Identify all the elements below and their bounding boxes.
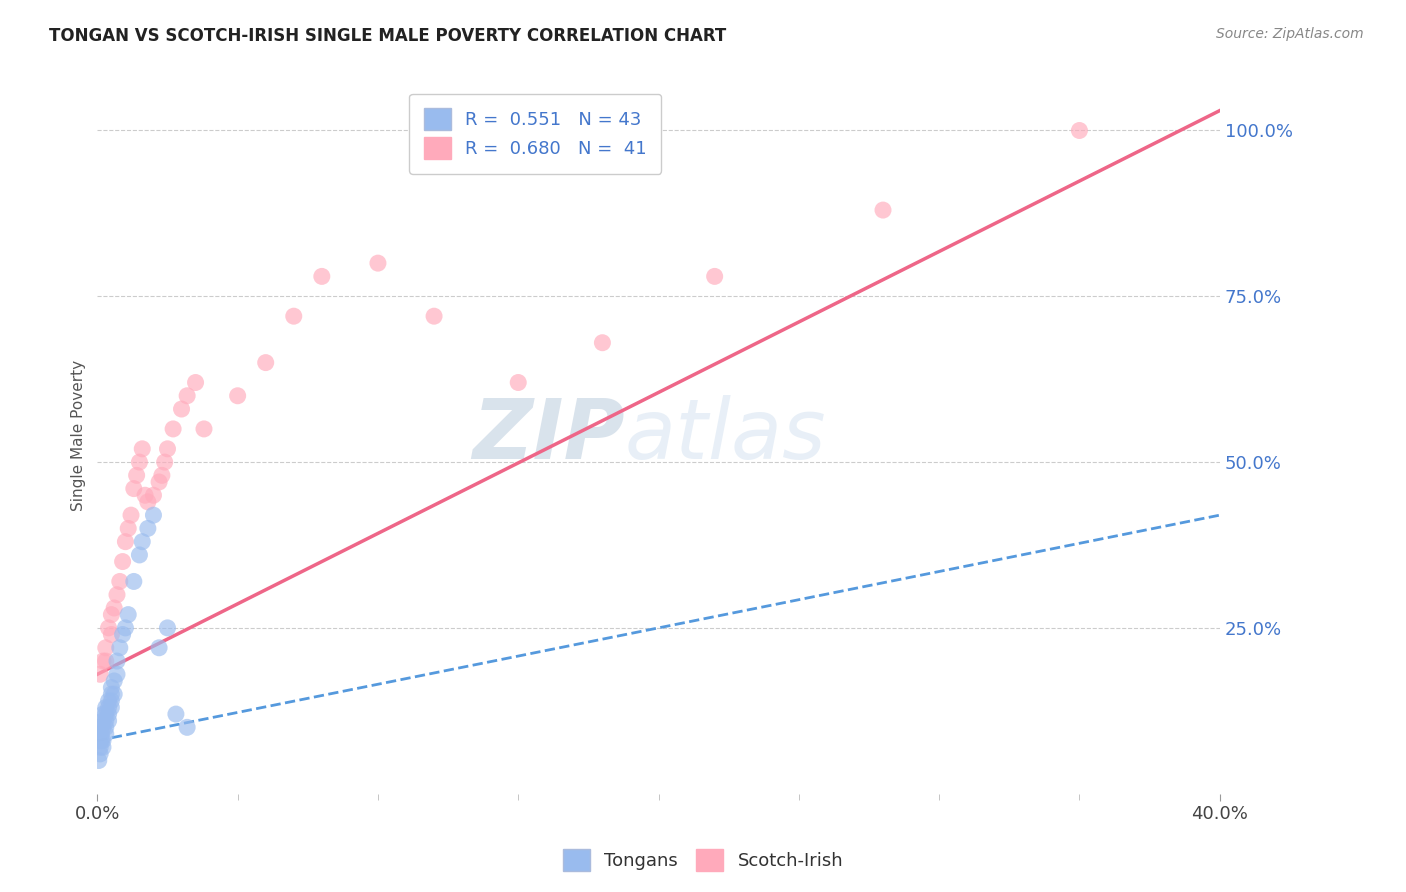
Point: [703, 269, 725, 284]
Point: [105, 588, 128, 602]
Point: [128, 548, 150, 562]
Point: [94, 727, 117, 741]
Point: [193, 422, 215, 436]
Point: [283, 309, 305, 323]
Point: [90, 727, 112, 741]
Point: [153, 455, 176, 469]
Point: [100, 700, 122, 714]
Point: [100, 694, 122, 708]
Point: [91, 707, 114, 722]
Point: [184, 376, 207, 390]
Point: [142, 508, 165, 523]
Point: [103, 601, 125, 615]
Point: [122, 482, 145, 496]
Point: [97, 714, 120, 728]
Point: [89, 667, 111, 681]
Point: [165, 707, 187, 722]
Point: [114, 621, 136, 635]
Point: [94, 720, 117, 734]
Point: [100, 627, 122, 641]
Text: ZIP: ZIP: [472, 395, 624, 476]
Point: [226, 389, 249, 403]
Legend: R =  0.551   N = 43, R =  0.680   N =  41: R = 0.551 N = 43, R = 0.680 N = 41: [409, 94, 661, 174]
Point: [94, 714, 117, 728]
Point: [254, 356, 277, 370]
Point: [91, 733, 114, 747]
Point: [90, 733, 112, 747]
Point: [94, 640, 117, 655]
Point: [91, 720, 114, 734]
Point: [591, 335, 613, 350]
Y-axis label: Single Male Poverty: Single Male Poverty: [72, 360, 86, 511]
Text: Source: ZipAtlas.com: Source: ZipAtlas.com: [1216, 27, 1364, 41]
Point: [97, 707, 120, 722]
Text: TONGAN VS SCOTCH-IRISH SINGLE MALE POVERTY CORRELATION CHART: TONGAN VS SCOTCH-IRISH SINGLE MALE POVER…: [49, 27, 727, 45]
Point: [94, 700, 117, 714]
Point: [128, 455, 150, 469]
Point: [94, 654, 117, 668]
Point: [108, 640, 131, 655]
Point: [100, 681, 122, 695]
Point: [87, 754, 110, 768]
Point: [148, 640, 170, 655]
Point: [117, 607, 139, 622]
Point: [170, 402, 193, 417]
Point: [111, 555, 134, 569]
Point: [156, 621, 179, 635]
Point: [89, 720, 111, 734]
Point: [108, 574, 131, 589]
Point: [89, 740, 111, 755]
Legend: Tongans, Scotch-Irish: Tongans, Scotch-Irish: [555, 842, 851, 879]
Point: [91, 654, 114, 668]
Point: [94, 707, 117, 722]
Point: [100, 687, 122, 701]
Point: [103, 673, 125, 688]
Point: [122, 574, 145, 589]
Point: [97, 621, 120, 635]
Point: [162, 422, 184, 436]
Point: [91, 714, 114, 728]
Point: [150, 468, 173, 483]
Point: [423, 309, 446, 323]
Point: [97, 694, 120, 708]
Point: [105, 667, 128, 681]
Point: [131, 534, 153, 549]
Point: [136, 495, 159, 509]
Point: [872, 203, 894, 218]
Point: [134, 488, 156, 502]
Point: [114, 534, 136, 549]
Point: [89, 747, 111, 761]
Point: [156, 442, 179, 456]
Point: [1069, 123, 1091, 137]
Point: [117, 521, 139, 535]
Point: [148, 475, 170, 489]
Point: [105, 654, 128, 668]
Point: [367, 256, 389, 270]
Point: [125, 468, 148, 483]
Point: [508, 376, 530, 390]
Point: [176, 389, 198, 403]
Text: atlas: atlas: [624, 395, 827, 476]
Point: [120, 508, 142, 523]
Point: [111, 627, 134, 641]
Point: [89, 727, 111, 741]
Point: [97, 700, 120, 714]
Point: [100, 607, 122, 622]
Point: [103, 687, 125, 701]
Point: [311, 269, 333, 284]
Point: [131, 442, 153, 456]
Point: [142, 488, 165, 502]
Point: [136, 521, 159, 535]
Point: [91, 740, 114, 755]
Point: [176, 720, 198, 734]
Point: [89, 733, 111, 747]
